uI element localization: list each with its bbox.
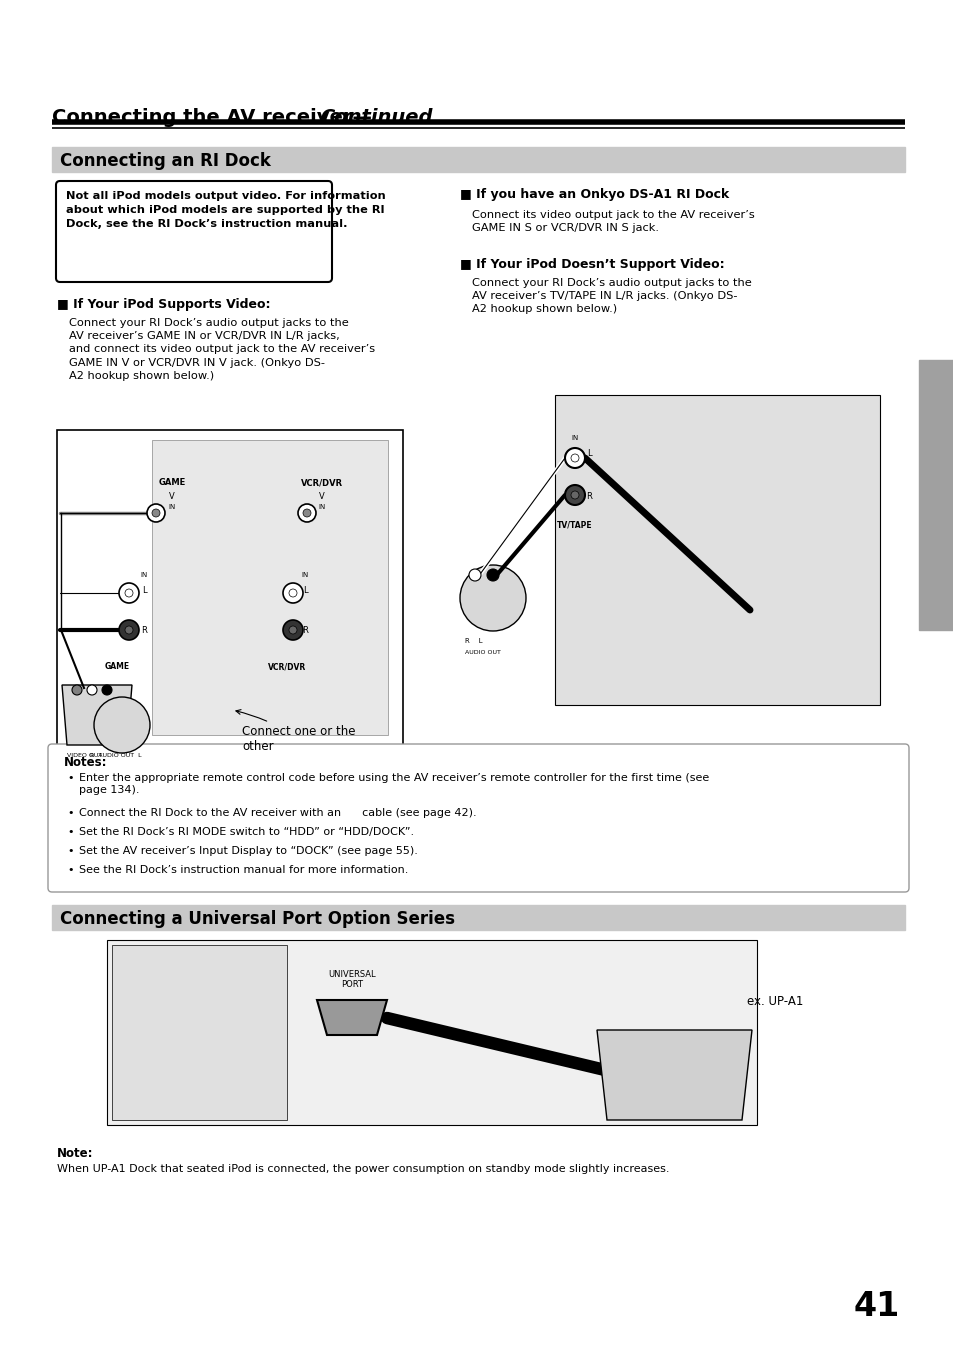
Circle shape xyxy=(303,509,311,517)
Text: L: L xyxy=(142,586,146,594)
Circle shape xyxy=(102,685,112,694)
Text: Connect the RI Dock to the AV receiver with an      cable (see page 42).: Connect the RI Dock to the AV receiver w… xyxy=(79,808,476,817)
Text: UNIVERSAL
PORT: UNIVERSAL PORT xyxy=(328,970,375,989)
Text: L: L xyxy=(302,586,307,594)
Circle shape xyxy=(486,569,498,581)
Bar xyxy=(918,359,953,630)
Circle shape xyxy=(571,454,578,462)
Text: V: V xyxy=(319,492,325,501)
Circle shape xyxy=(289,626,296,634)
Bar xyxy=(107,940,757,1125)
FancyBboxPatch shape xyxy=(56,181,332,282)
Bar xyxy=(52,147,904,172)
Text: •: • xyxy=(67,846,73,857)
Text: Connect your RI Dock’s audio output jacks to the
AV receiver’s TV/TAPE IN L/R ja: Connect your RI Dock’s audio output jack… xyxy=(472,278,751,315)
Bar xyxy=(57,430,402,744)
Text: Connecting an RI Dock: Connecting an RI Dock xyxy=(60,153,271,170)
Text: Continued: Continued xyxy=(319,108,432,127)
Text: Connecting a Universal Port Option Series: Connecting a Universal Port Option Serie… xyxy=(60,911,455,928)
Text: R: R xyxy=(141,626,147,635)
Text: IN: IN xyxy=(571,435,578,440)
Text: IN: IN xyxy=(140,571,148,578)
Text: Connecting the AV receiver—: Connecting the AV receiver— xyxy=(52,108,372,127)
Text: Notes:: Notes: xyxy=(64,757,108,769)
Text: TV/TAPE: TV/TAPE xyxy=(557,520,592,530)
Bar xyxy=(555,394,879,705)
Circle shape xyxy=(571,490,578,499)
Text: 41: 41 xyxy=(853,1290,899,1323)
Text: Note:: Note: xyxy=(57,1147,93,1161)
Polygon shape xyxy=(62,685,132,744)
Circle shape xyxy=(297,504,315,521)
Text: R  AUDIO OUT  L: R AUDIO OUT L xyxy=(90,753,141,758)
Text: Enter the appropriate remote control code before using the AV receiver’s remote : Enter the appropriate remote control cod… xyxy=(79,773,708,796)
Text: When UP-A1 Dock that seated iPod is connected, the power consumption on standby : When UP-A1 Dock that seated iPod is conn… xyxy=(57,1165,669,1174)
Text: Connect its video output jack to the AV receiver’s
GAME IN S or VCR/DVR IN S jac: Connect its video output jack to the AV … xyxy=(472,209,754,234)
Circle shape xyxy=(564,485,584,505)
Circle shape xyxy=(283,584,303,603)
Polygon shape xyxy=(316,1000,387,1035)
Text: AUDIO OUT: AUDIO OUT xyxy=(464,650,500,655)
Text: IN: IN xyxy=(318,504,325,509)
Bar xyxy=(52,905,904,929)
Text: •: • xyxy=(67,827,73,838)
Circle shape xyxy=(283,620,303,640)
Text: •: • xyxy=(67,808,73,817)
FancyBboxPatch shape xyxy=(48,744,908,892)
Text: ex. UP-A1: ex. UP-A1 xyxy=(746,994,802,1008)
Text: ■ If you have an Onkyo DS-A1 RI Dock: ■ If you have an Onkyo DS-A1 RI Dock xyxy=(459,188,728,201)
Text: V: V xyxy=(169,492,174,501)
Circle shape xyxy=(119,620,139,640)
Circle shape xyxy=(469,569,480,581)
Text: Set the AV receiver’s Input Display to “DOCK” (see page 55).: Set the AV receiver’s Input Display to “… xyxy=(79,846,417,857)
Text: L: L xyxy=(586,449,591,458)
Bar xyxy=(112,944,287,1120)
Text: VIDEO OUT: VIDEO OUT xyxy=(67,753,102,758)
Text: Connect your RI Dock’s audio output jacks to the
AV receiver’s GAME IN or VCR/DV: Connect your RI Dock’s audio output jack… xyxy=(69,317,375,381)
Circle shape xyxy=(147,504,165,521)
Text: ■ If Your iPod Supports Video:: ■ If Your iPod Supports Video: xyxy=(57,299,271,311)
Circle shape xyxy=(87,685,97,694)
Text: GAME: GAME xyxy=(104,662,130,671)
Text: VCR/DVR: VCR/DVR xyxy=(268,662,306,671)
Text: Not all iPod models output video. For information
about which iPod models are su: Not all iPod models output video. For in… xyxy=(66,190,385,230)
Circle shape xyxy=(564,449,584,467)
Circle shape xyxy=(71,685,82,694)
Circle shape xyxy=(125,626,132,634)
Text: See the RI Dock’s instruction manual for more information.: See the RI Dock’s instruction manual for… xyxy=(79,865,408,875)
Text: GAME: GAME xyxy=(158,478,186,486)
Circle shape xyxy=(459,565,525,631)
Text: Connect one or the
other: Connect one or the other xyxy=(235,709,355,753)
Text: ■ If Your iPod Doesn’t Support Video:: ■ If Your iPod Doesn’t Support Video: xyxy=(459,258,724,272)
Text: IN: IN xyxy=(301,571,309,578)
Text: •: • xyxy=(67,865,73,875)
Text: R: R xyxy=(585,492,591,501)
Text: •: • xyxy=(67,773,73,784)
Polygon shape xyxy=(597,1029,751,1120)
Bar xyxy=(152,440,388,735)
Circle shape xyxy=(289,589,296,597)
Circle shape xyxy=(152,509,160,517)
Circle shape xyxy=(94,697,150,753)
Text: R    L: R L xyxy=(464,638,482,644)
Text: R: R xyxy=(302,626,308,635)
Circle shape xyxy=(119,584,139,603)
Circle shape xyxy=(125,589,132,597)
Text: Set the RI Dock’s RI MODE switch to “HDD” or “HDD/DOCK”.: Set the RI Dock’s RI MODE switch to “HDD… xyxy=(79,827,414,838)
Text: VCR/DVR: VCR/DVR xyxy=(300,478,343,486)
Text: IN: IN xyxy=(168,504,175,509)
